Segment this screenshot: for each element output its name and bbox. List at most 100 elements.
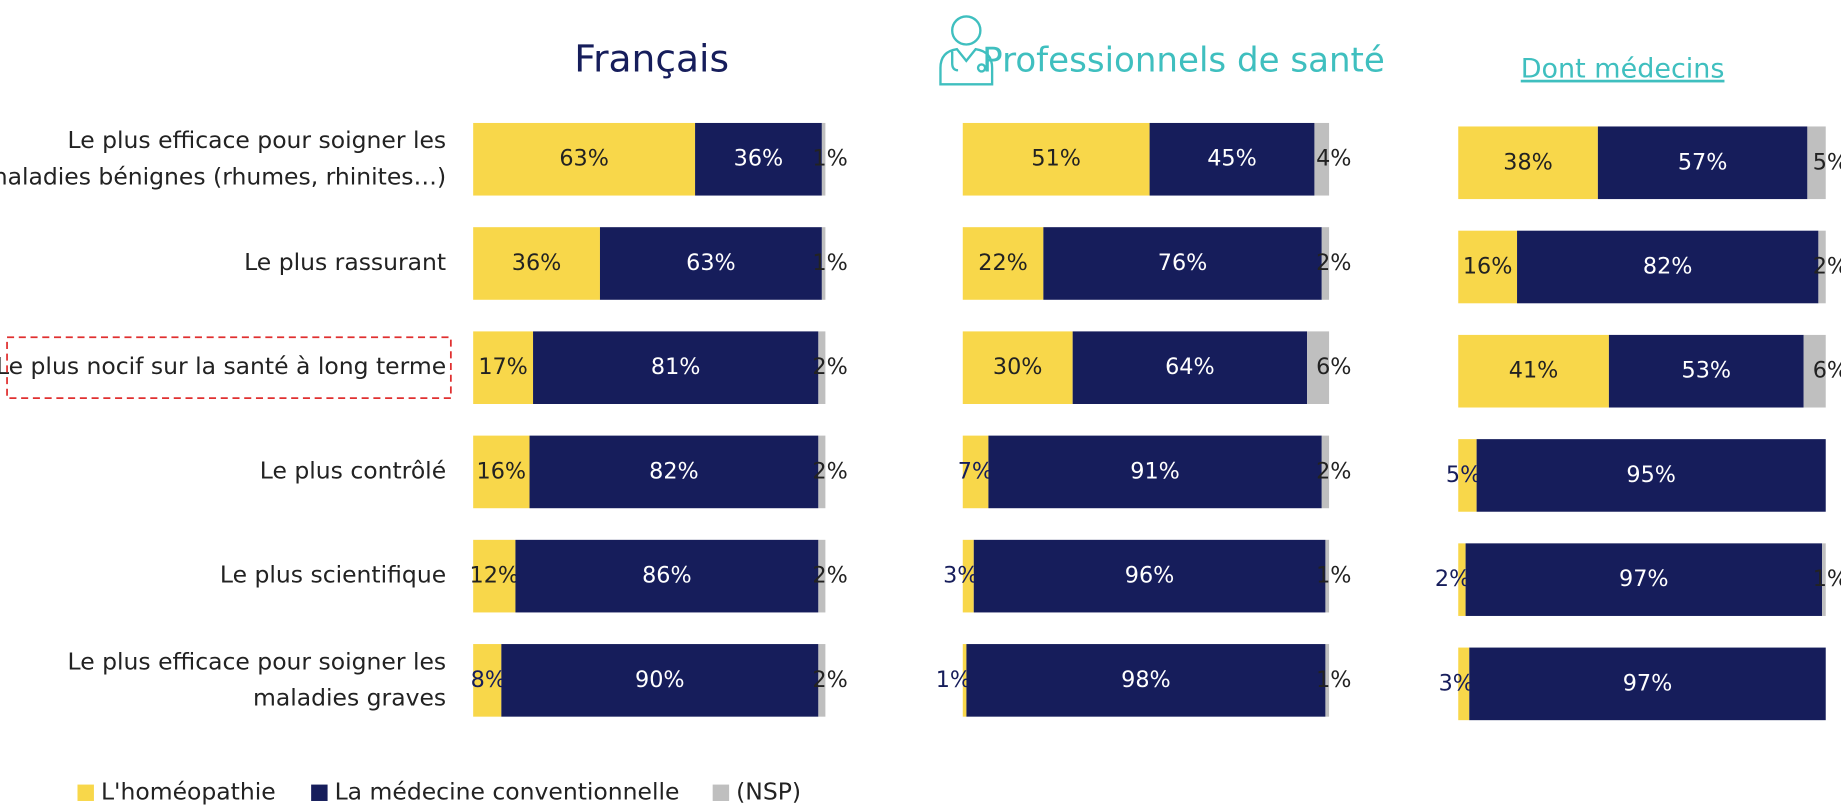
bar-segment (1314, 122, 1330, 196)
bar-segment (973, 539, 1326, 613)
value-label: 51% (1031, 146, 1081, 172)
value-label: 86% (642, 563, 692, 589)
bar-segment (1149, 122, 1315, 196)
value-label: 12% (470, 563, 520, 589)
value-label: 5% (1813, 149, 1841, 175)
bar-segment (1043, 227, 1322, 300)
bar-segment (473, 539, 516, 613)
value-label: 4% (1316, 146, 1351, 172)
bar-segment (962, 435, 989, 509)
bar-segment (1325, 539, 1330, 613)
category-label: Le plus efficace pour soigner les (68, 647, 447, 675)
value-label: 2% (1316, 458, 1351, 484)
value-label: 45% (1207, 146, 1257, 172)
panel-title[interactable]: Dont médecins (1521, 54, 1725, 85)
value-label: 82% (649, 458, 699, 484)
bar-segment (533, 331, 819, 404)
value-label: 3% (1439, 670, 1474, 696)
bar-segment (599, 227, 822, 300)
panel-title: Professionnels de santé (982, 41, 1385, 81)
value-label: 3% (943, 563, 978, 589)
bar-segment (988, 435, 1322, 509)
bar-segment (818, 331, 826, 404)
bar-segment (1325, 644, 1330, 717)
bar-segment (1597, 126, 1808, 200)
value-label: 1% (812, 146, 847, 172)
category-label: maladies bénignes (rhumes, rhinites…) (0, 163, 446, 191)
value-label: 7% (958, 458, 993, 484)
value-label: 1% (936, 667, 971, 693)
bar-segment (1321, 227, 1330, 300)
value-label: 6% (1813, 358, 1841, 384)
bar-segment (1803, 334, 1826, 408)
value-label: 22% (978, 250, 1028, 276)
value-label: 41% (1509, 358, 1559, 384)
value-label: 90% (635, 667, 685, 693)
value-label: 1% (1316, 563, 1351, 589)
bar-segment (962, 644, 967, 717)
bar-segment (1458, 334, 1609, 408)
bar-segment (1608, 334, 1804, 408)
category-label: Le plus nocif sur la santé à long terme (0, 352, 446, 380)
bar-segment (966, 644, 1326, 717)
value-label: 63% (559, 146, 609, 172)
bar-segment (818, 644, 826, 717)
bar-segment (1476, 439, 1826, 512)
value-label: 38% (1503, 149, 1553, 175)
bar-segment (473, 227, 600, 300)
value-label: 17% (478, 354, 528, 380)
category-label: Le plus scientifique (220, 561, 446, 589)
value-label: 81% (651, 354, 701, 380)
legend-label: L'homéopathie (101, 777, 276, 805)
value-label: 2% (1813, 254, 1841, 280)
category-label: Le plus rassurant (244, 248, 446, 276)
value-label: 95% (1626, 462, 1676, 488)
bar-segment (1458, 439, 1477, 512)
bar-segment (818, 435, 826, 509)
value-label: 96% (1125, 563, 1175, 589)
bar-segment (962, 539, 974, 613)
bar-segment (473, 331, 534, 404)
bar-segment (473, 435, 530, 509)
value-label: 2% (812, 563, 847, 589)
value-label: 63% (686, 250, 736, 276)
bar-segment (1072, 331, 1308, 404)
bar-segment (962, 227, 1044, 300)
legend-label: (NSP) (736, 777, 801, 805)
value-label: 30% (993, 354, 1043, 380)
value-label: 53% (1682, 358, 1732, 384)
category-label: maladies graves (253, 684, 446, 712)
bar-segment (962, 122, 1150, 196)
bar-segment (818, 539, 826, 613)
bar-segment (473, 122, 696, 196)
value-label: 98% (1121, 667, 1171, 693)
category-label: Le plus efficace pour soigner les (68, 126, 447, 154)
bar-segment (501, 644, 819, 717)
value-label: 16% (1463, 254, 1513, 280)
legend-swatch (77, 784, 94, 801)
value-label: 36% (512, 250, 562, 276)
value-label: 36% (734, 146, 784, 172)
bar-segment (1465, 543, 1823, 616)
bar-segment (1321, 435, 1330, 509)
value-label: 76% (1158, 250, 1208, 276)
value-label: 2% (1316, 250, 1351, 276)
value-label: 1% (1316, 667, 1351, 693)
bar-segment (1458, 647, 1470, 721)
value-label: 91% (1130, 458, 1180, 484)
bar-segment (1818, 230, 1826, 304)
bar-segment (1307, 331, 1330, 404)
bar-segment (515, 539, 819, 613)
value-label: 82% (1643, 254, 1693, 280)
legend-swatch (712, 784, 730, 801)
value-label: 2% (812, 458, 847, 484)
bar-segment (1458, 230, 1518, 304)
value-label: 97% (1619, 566, 1669, 592)
value-label: 2% (812, 354, 847, 380)
highlight-box (6, 336, 452, 400)
bar-segment (962, 331, 1073, 404)
value-label: 97% (1623, 670, 1673, 696)
value-label: 1% (1813, 566, 1841, 592)
